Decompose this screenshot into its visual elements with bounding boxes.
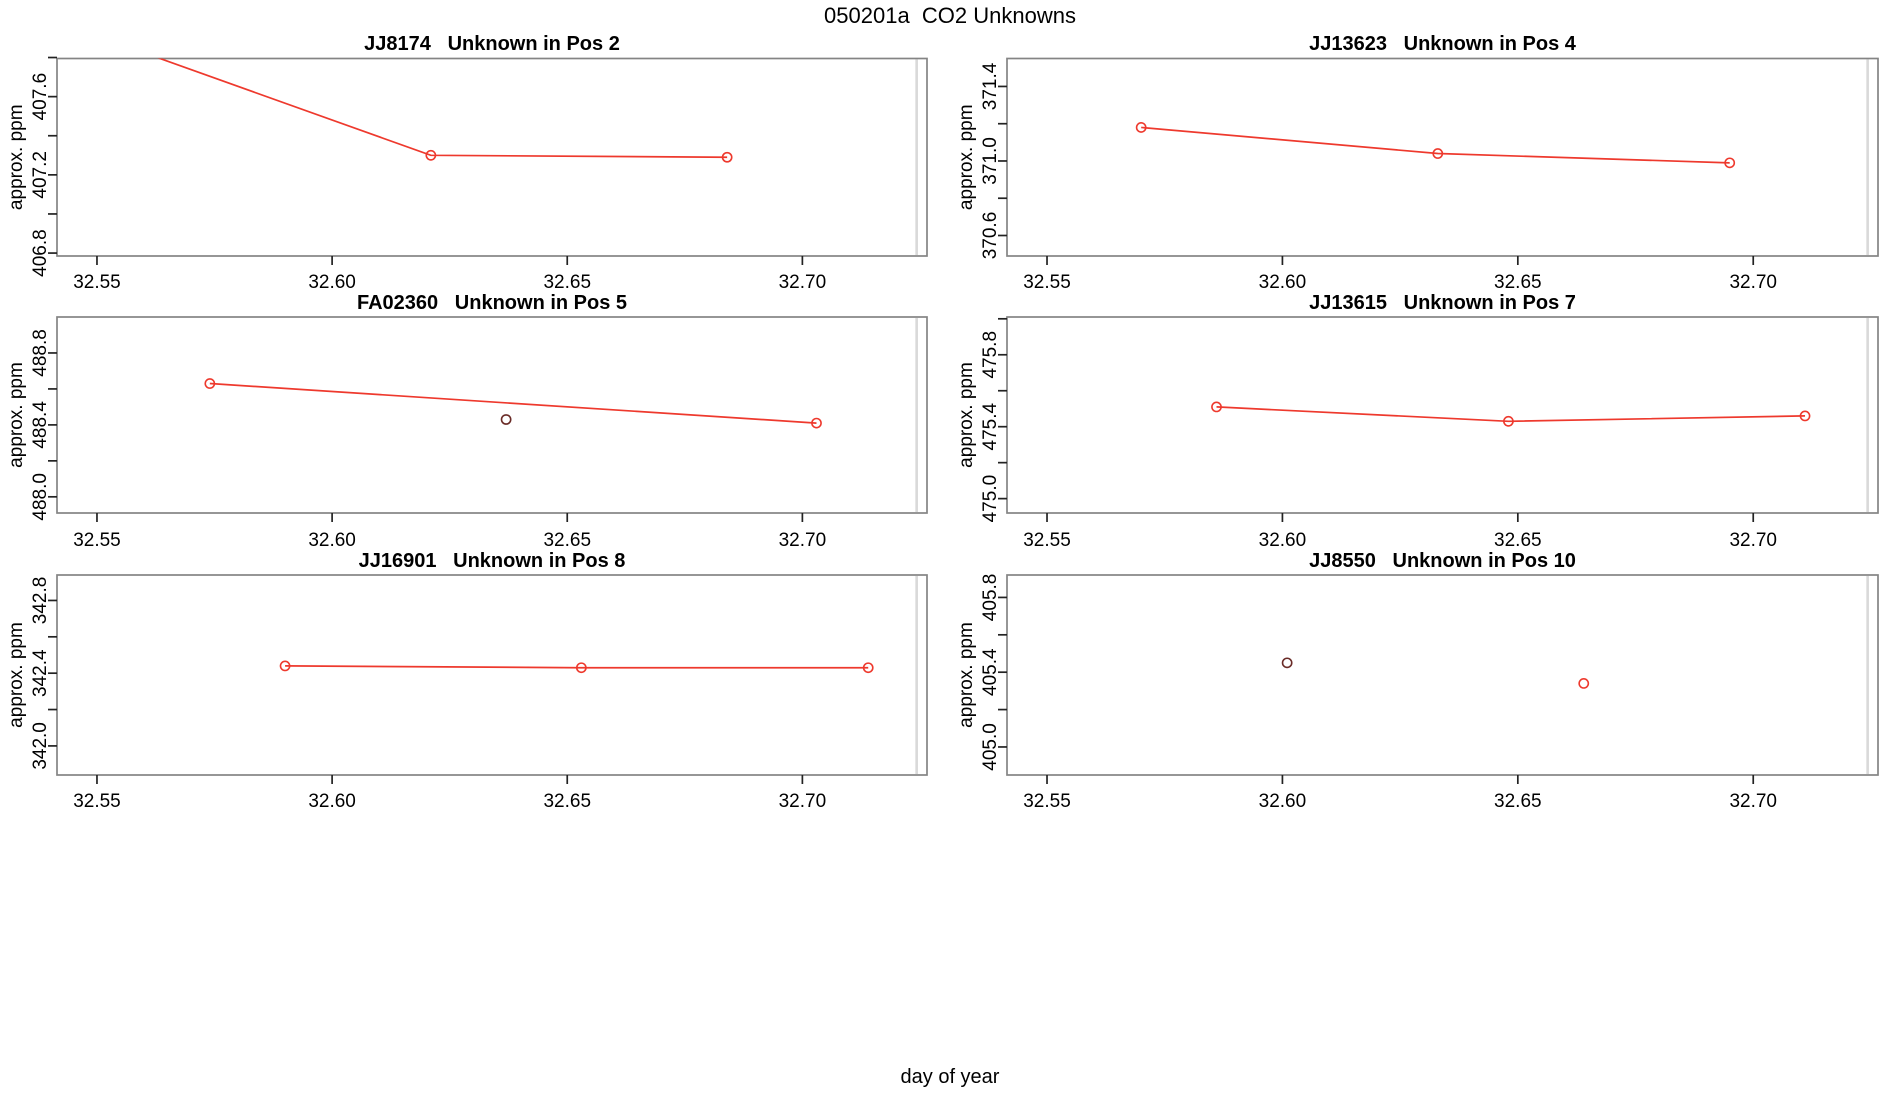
y-tick-label: 405.4 bbox=[980, 648, 1001, 696]
plot-box bbox=[1006, 574, 1879, 776]
subplot-title: FA02360 Unknown in Pos 5 bbox=[357, 292, 627, 314]
data-point-measurements bbox=[1724, 157, 1736, 169]
subplot-title: JJ13615 Unknown in Pos 7 bbox=[1309, 292, 1576, 314]
y-tick-label: 370.6 bbox=[980, 212, 1001, 260]
data-point-measurements bbox=[1211, 401, 1222, 413]
y-tick-label: 407.6 bbox=[30, 73, 51, 121]
x-axis-title: day of year bbox=[900, 1066, 1000, 1088]
series-group bbox=[125, 43, 733, 163]
x-tick-label: 32.55 bbox=[1023, 530, 1071, 551]
x-tick-label: 32.65 bbox=[543, 530, 591, 551]
x-tick-label: 32.65 bbox=[543, 272, 591, 293]
x-tick-label: 32.65 bbox=[1494, 791, 1542, 812]
data-point-measurements bbox=[811, 417, 822, 429]
y-tick-label: 371.4 bbox=[980, 62, 1001, 110]
y-axis-title: approx. ppm bbox=[956, 362, 977, 468]
page-title: 050201a CO2 Unknowns bbox=[824, 3, 1076, 28]
x-tick-label: 32.55 bbox=[1023, 272, 1071, 293]
y-tick-label: 342.4 bbox=[30, 649, 51, 697]
y-axis-title: approx. ppm bbox=[6, 622, 27, 728]
x-tick-label: 32.70 bbox=[779, 791, 827, 812]
x-tick-label: 32.70 bbox=[779, 530, 827, 551]
subplot-title: JJ13623 Unknown in Pos 4 bbox=[1309, 33, 1577, 55]
x-tick-label: 32.60 bbox=[1259, 272, 1307, 293]
x-tick-label: 32.55 bbox=[73, 791, 121, 812]
series-group bbox=[279, 660, 874, 674]
series-group bbox=[1135, 122, 1736, 169]
x-tick-label: 32.70 bbox=[1729, 791, 1777, 812]
x-tick-label: 32.55 bbox=[73, 530, 121, 551]
data-point-measurements bbox=[1503, 415, 1514, 427]
x-tick-label: 32.65 bbox=[1494, 530, 1542, 551]
y-axis-title: approx. ppm bbox=[6, 362, 27, 468]
plot-box bbox=[56, 574, 928, 776]
data-point-measurements bbox=[425, 149, 437, 161]
x-tick-label: 32.60 bbox=[308, 791, 356, 812]
y-tick-label: 407.2 bbox=[30, 151, 51, 199]
data-point-flagged bbox=[1281, 657, 1293, 669]
subplot-4: JJ13615 Unknown in Pos 7 32.55 32.60 32.65 3… bbox=[956, 292, 1879, 551]
y-tick-label: 406.8 bbox=[30, 229, 51, 277]
data-point-measurements bbox=[125, 43, 134, 52]
x-tick-label: 32.70 bbox=[1729, 530, 1777, 551]
x-tick-label: 32.60 bbox=[308, 272, 356, 293]
subplot-1: JJ8174 Unknown in Pos 2 32.55 32.60 32.65 32… bbox=[6, 33, 928, 293]
subplot-5: JJ16901 Unknown in Pos 8 32.55 32.60 32.65 3… bbox=[6, 550, 928, 812]
x-tick-label: 32.55 bbox=[73, 272, 121, 293]
subplot-6: JJ8550 Unknown in Pos 10 32.55 32.60 32.65 3… bbox=[956, 550, 1879, 812]
series-group bbox=[204, 378, 822, 429]
y-tick-label: 488.0 bbox=[30, 473, 51, 521]
data-point-measurements bbox=[1578, 678, 1590, 689]
data-point-flagged bbox=[500, 414, 512, 425]
data-point-measurements bbox=[721, 151, 733, 163]
series-line-measurements bbox=[1141, 126, 1730, 164]
series-group bbox=[1281, 657, 1590, 689]
series-line-measurements bbox=[209, 382, 817, 424]
y-tick-label: 475.0 bbox=[980, 475, 1001, 523]
y-tick-label: 371.0 bbox=[980, 137, 1001, 185]
data-point-measurements bbox=[279, 660, 291, 672]
series-line-measurements bbox=[285, 665, 869, 669]
data-point-measurements bbox=[862, 662, 874, 674]
data-point-measurements bbox=[575, 662, 587, 674]
x-tick-label: 32.65 bbox=[543, 791, 591, 812]
series-line-measurements bbox=[1216, 406, 1806, 423]
x-tick-label: 32.55 bbox=[1023, 791, 1071, 812]
subplot-title: JJ8550 Unknown in Pos 10 bbox=[1309, 550, 1576, 572]
plot-box bbox=[1006, 316, 1879, 514]
y-axis-title: approx. ppm bbox=[6, 104, 27, 210]
y-tick-label: 475.8 bbox=[980, 331, 1001, 379]
x-tick-label: 32.65 bbox=[1494, 272, 1542, 293]
y-tick-label: 342.0 bbox=[30, 722, 51, 770]
y-axis-title: approx. ppm bbox=[956, 104, 977, 210]
x-tick-label: 32.60 bbox=[308, 530, 356, 551]
x-tick-label: 32.70 bbox=[779, 272, 827, 293]
y-axis-title: approx. ppm bbox=[956, 622, 977, 728]
series-group bbox=[1211, 401, 1811, 427]
y-tick-label: 488.4 bbox=[30, 401, 51, 449]
y-tick-label: 342.8 bbox=[30, 577, 51, 625]
subplot-2: JJ13623 Unknown in Pos 4 32.55 32.60 32.65 3… bbox=[956, 33, 1879, 293]
x-tick-label: 32.70 bbox=[1729, 272, 1777, 293]
plot-box bbox=[56, 316, 928, 514]
data-point-measurements bbox=[1799, 410, 1811, 422]
subplot-title: JJ16901 Unknown in Pos 8 bbox=[359, 550, 626, 572]
plot-box bbox=[1006, 57, 1879, 257]
x-tick-label: 32.60 bbox=[1259, 791, 1307, 812]
plot-box bbox=[56, 57, 928, 257]
y-tick-label: 475.4 bbox=[980, 402, 1001, 450]
subplot-3: FA02360 Unknown in Pos 5 32.55 32.60 32.65 3… bbox=[6, 292, 928, 551]
series-line-measurements bbox=[157, 58, 728, 159]
data-point-measurements bbox=[1135, 122, 1147, 133]
x-tick-label: 32.60 bbox=[1259, 530, 1307, 551]
y-tick-label: 488.8 bbox=[30, 329, 51, 377]
data-point-measurements bbox=[204, 378, 216, 389]
data-point-measurements bbox=[1432, 148, 1444, 159]
subplot-title: JJ8174 Unknown in Pos 2 bbox=[364, 33, 620, 55]
y-tick-label: 405.8 bbox=[980, 574, 1001, 622]
y-tick-label: 405.0 bbox=[980, 723, 1001, 771]
